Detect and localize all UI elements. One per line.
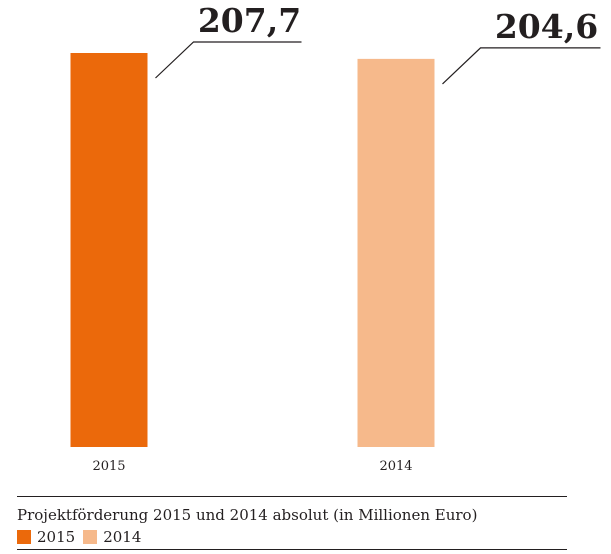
data-label-2014: 204,6 [495, 7, 598, 46]
legend-item-2015: 2015 [17, 528, 75, 546]
legend-item-2014: 2014 [83, 528, 141, 546]
caption-divider-top [17, 496, 567, 497]
x-tick-label-2014: 2014 [379, 459, 412, 474]
leader-line-2014 [442, 47, 601, 85]
legend-swatch-2015 [17, 530, 31, 544]
bar-2015 [70, 53, 148, 447]
data-label-2015: 207,7 [198, 1, 301, 40]
caption-divider-bottom [17, 549, 567, 550]
leader-line-2015 [155, 41, 302, 79]
bar-chart: 207,7 2015 204,6 2014 [70, 1, 601, 474]
x-tick-label-2015: 2015 [92, 459, 125, 474]
chart-caption: Projektförderung 2015 und 2014 absolut (… [17, 506, 478, 524]
legend: 2015 2014 [17, 528, 149, 546]
bar-2014 [357, 58, 435, 448]
legend-label-2015: 2015 [37, 528, 76, 546]
legend-swatch-2014 [83, 530, 98, 544]
legend-label-2014: 2014 [103, 528, 142, 546]
